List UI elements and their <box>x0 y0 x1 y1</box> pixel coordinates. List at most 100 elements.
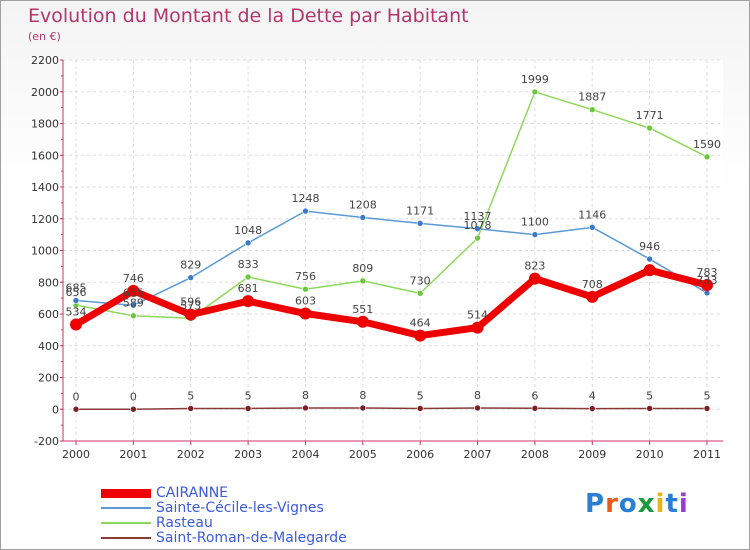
data-point <box>474 234 481 242</box>
x-tick-label: 2011 <box>693 448 721 461</box>
data-label: 551 <box>352 303 373 316</box>
data-point <box>359 404 367 412</box>
legend-label: Saint-Roman-de-Malegarde <box>156 530 347 546</box>
legend-item-saint-roman: Saint-Roman-de-Malegarde <box>101 530 347 546</box>
logo-letter: o <box>618 489 638 519</box>
data-label: 8 <box>359 389 366 402</box>
x-tick-label: 2004 <box>291 448 319 461</box>
y-tick-label: 800 <box>38 276 59 289</box>
legend-label: CAIRANNE <box>156 485 229 501</box>
data-point <box>244 405 252 412</box>
series-line-1 <box>75 210 708 307</box>
logo-letter: x <box>637 489 656 519</box>
data-point <box>416 405 424 412</box>
data-label: 1208 <box>349 198 377 211</box>
data-point <box>474 225 481 233</box>
data-label: 8 <box>474 389 481 402</box>
data-point <box>184 308 197 321</box>
data-point <box>471 321 484 334</box>
data-label: 1078 <box>464 219 492 232</box>
logo-letter: r <box>605 489 619 519</box>
y-tick-label: 0 <box>52 403 59 416</box>
data-label: 1590 <box>693 138 721 151</box>
legend-item-rasteau: Rasteau <box>101 515 213 531</box>
data-point <box>474 404 481 412</box>
data-label: 5 <box>417 389 424 402</box>
logo-letter: t <box>665 489 679 519</box>
y-tick-label: 1800 <box>31 118 59 131</box>
data-label: 681 <box>238 282 259 295</box>
data-point <box>130 405 137 413</box>
y-tick-label: 400 <box>38 340 59 353</box>
data-point <box>703 405 711 412</box>
data-point <box>72 405 80 413</box>
legend-item-sainte-cecile: Sainte-Cécile-les-Vignes <box>101 500 324 516</box>
data-label: 5 <box>187 389 194 402</box>
y-tick-label: 1200 <box>31 213 59 226</box>
data-point <box>701 278 713 291</box>
data-point <box>646 405 653 412</box>
data-label: 730 <box>410 274 431 287</box>
legend-swatch-sainte-cecile <box>101 507 151 509</box>
data-label: 1171 <box>406 204 434 217</box>
data-label: 5 <box>704 389 711 402</box>
series-line-2 <box>75 91 708 320</box>
data-point <box>703 153 711 161</box>
data-point <box>414 329 427 342</box>
data-label: 756 <box>295 270 316 283</box>
data-label: 1887 <box>578 91 606 104</box>
data-point <box>242 295 255 308</box>
data-label: 655 <box>123 286 144 299</box>
x-tick-label: 2009 <box>578 448 606 461</box>
data-label: 0 <box>130 390 137 403</box>
data-label: 823 <box>524 260 545 273</box>
x-tick-label: 2010 <box>636 448 664 461</box>
data-label: 6 <box>531 389 538 402</box>
data-point <box>187 274 195 281</box>
y-tick-label: 2200 <box>31 54 59 67</box>
logo-letter: i <box>678 489 689 519</box>
data-point <box>588 405 596 412</box>
legend-swatch-saint-roman <box>101 537 151 539</box>
y-tick-label: 1000 <box>31 245 59 258</box>
data-label: 708 <box>582 278 603 291</box>
legend-swatch-cairanne <box>101 488 151 498</box>
data-label: 603 <box>295 295 316 308</box>
data-point <box>588 224 596 231</box>
x-tick-label: 2001 <box>119 448 147 461</box>
x-tick-label: 2005 <box>349 448 377 461</box>
proxiti-logo: Proxiti <box>585 489 689 519</box>
legend-label: Rasteau <box>156 515 213 531</box>
data-point <box>531 88 539 96</box>
data-point <box>643 264 656 277</box>
data-point <box>356 315 369 328</box>
data-label: 656 <box>66 286 87 299</box>
data-label: 1146 <box>578 208 606 221</box>
data-label: 946 <box>639 240 660 253</box>
data-label: 1771 <box>636 109 664 122</box>
data-point <box>187 405 195 412</box>
data-point <box>302 404 309 412</box>
data-point <box>359 277 367 285</box>
data-label: 809 <box>352 262 373 275</box>
data-point <box>586 290 599 303</box>
data-point <box>531 404 539 412</box>
data-label: 5 <box>646 389 653 402</box>
data-point <box>531 231 539 238</box>
data-point <box>70 318 82 331</box>
x-tick-label: 2006 <box>406 448 434 461</box>
legend-swatch-rasteau <box>101 522 151 524</box>
data-point <box>299 307 312 320</box>
data-point <box>302 207 309 215</box>
data-point <box>416 220 424 227</box>
series-line-3 <box>76 407 707 410</box>
data-label: 534 <box>66 305 87 318</box>
data-point <box>359 214 367 221</box>
x-tick-label: 2002 <box>177 448 205 461</box>
y-tick-label: 600 <box>38 308 59 321</box>
data-label: 4 <box>589 390 596 403</box>
data-label: 746 <box>123 272 144 285</box>
y-tick-label: 2000 <box>31 86 59 99</box>
